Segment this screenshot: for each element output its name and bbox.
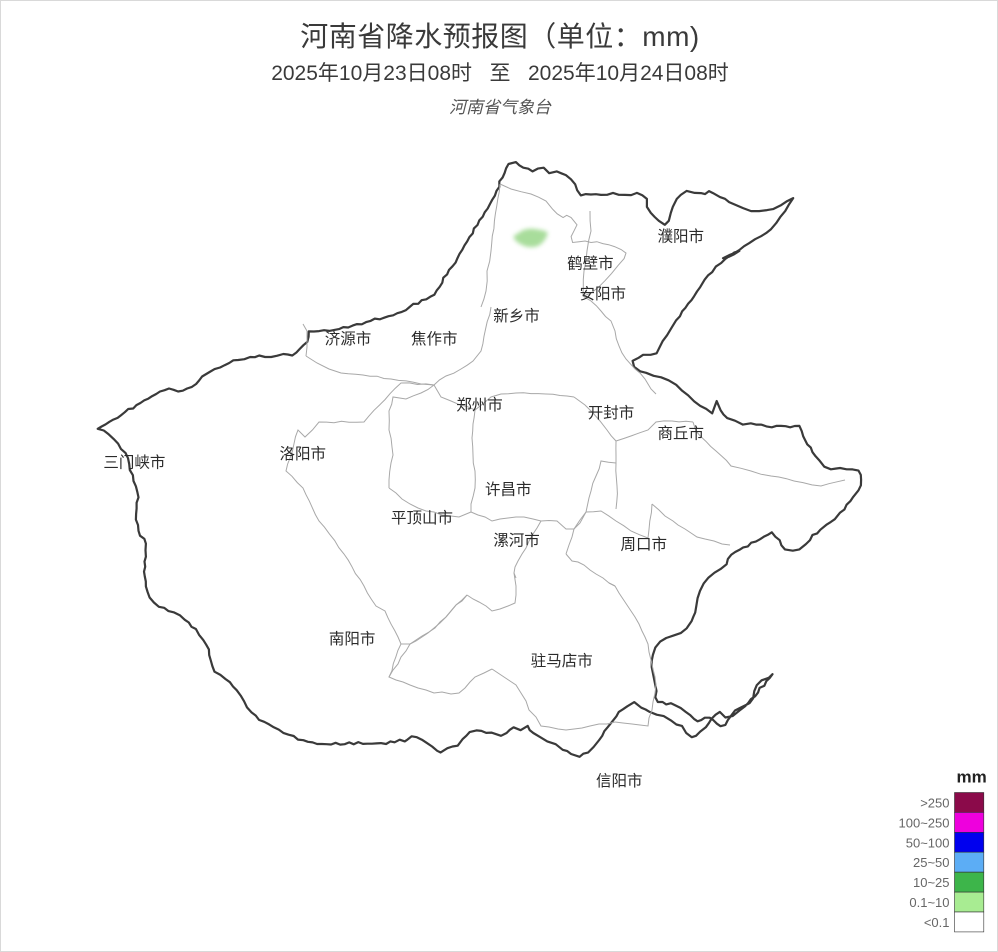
svg-text:郑州市: 郑州市 [456, 396, 503, 414]
svg-text:南阳市: 南阳市 [329, 630, 376, 648]
svg-text:平顶山市: 平顶山市 [391, 509, 453, 527]
svg-text:濮阳市: 濮阳市 [658, 227, 705, 245]
svg-text:济源市: 济源市 [325, 330, 372, 348]
svg-text:焦作市: 焦作市 [411, 330, 458, 348]
svg-text:mm: mm [957, 768, 987, 787]
svg-text:洛阳市: 洛阳市 [280, 445, 327, 463]
svg-text:开封市: 开封市 [588, 404, 635, 422]
svg-text:许昌市: 许昌市 [485, 480, 532, 498]
svg-text:>250: >250 [920, 796, 949, 811]
svg-text:<0.1: <0.1 [924, 915, 950, 930]
svg-text:驻马店市: 驻马店市 [531, 652, 593, 670]
svg-text:三门峡市: 三门峡市 [103, 453, 165, 471]
svg-text:安阳市: 安阳市 [579, 285, 626, 303]
svg-text:鹤壁市: 鹤壁市 [567, 255, 614, 273]
svg-text:100~250: 100~250 [899, 815, 950, 830]
svg-text:漯河市: 漯河市 [493, 531, 540, 549]
svg-text:新乡市: 新乡市 [493, 307, 540, 325]
svg-text:信阳市: 信阳市 [596, 772, 643, 790]
svg-text:商丘市: 商丘市 [658, 425, 705, 443]
svg-text:0.1~10: 0.1~10 [909, 895, 949, 910]
svg-text:50~100: 50~100 [906, 835, 950, 850]
svg-text:周口市: 周口市 [621, 535, 668, 553]
svg-text:25~50: 25~50 [913, 855, 950, 870]
svg-text:10~25: 10~25 [913, 875, 950, 890]
